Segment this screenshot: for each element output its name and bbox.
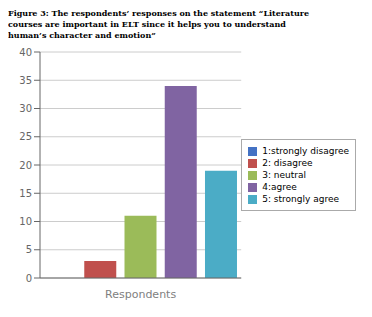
svg-text:10: 10 — [19, 216, 32, 227]
html-text:1:strongly disagree: 1:strongly disagree — [262, 146, 349, 156]
svg-text:0: 0 — [26, 273, 32, 284]
html-text:3: neutral: 3: neutral — [262, 170, 306, 180]
html-text:5: strongly agree: 5: strongly agree — [262, 194, 339, 204]
svg-text:20: 20 — [19, 160, 32, 171]
html-text:4:agree: 4:agree — [262, 182, 297, 192]
svg-text:Respondents: Respondents — [105, 288, 176, 301]
svg-text:25: 25 — [19, 131, 32, 142]
html-text:2: disagree: 2: disagree — [262, 158, 313, 168]
svg-text:40: 40 — [19, 47, 32, 58]
svg-text:30: 30 — [19, 103, 32, 114]
html-text:human’s character and emotion”: human’s character and emotion” — [8, 30, 156, 40]
html-text:courses are important in ELT s: courses are important in ELT since it he… — [8, 19, 286, 29]
svg-text:5: 5 — [26, 244, 32, 255]
svg-text:35: 35 — [19, 75, 32, 86]
html-text:Figure 3: The respondents’ res: Figure 3: The respondents’ responses on … — [8, 8, 309, 18]
svg-text:15: 15 — [19, 188, 32, 199]
